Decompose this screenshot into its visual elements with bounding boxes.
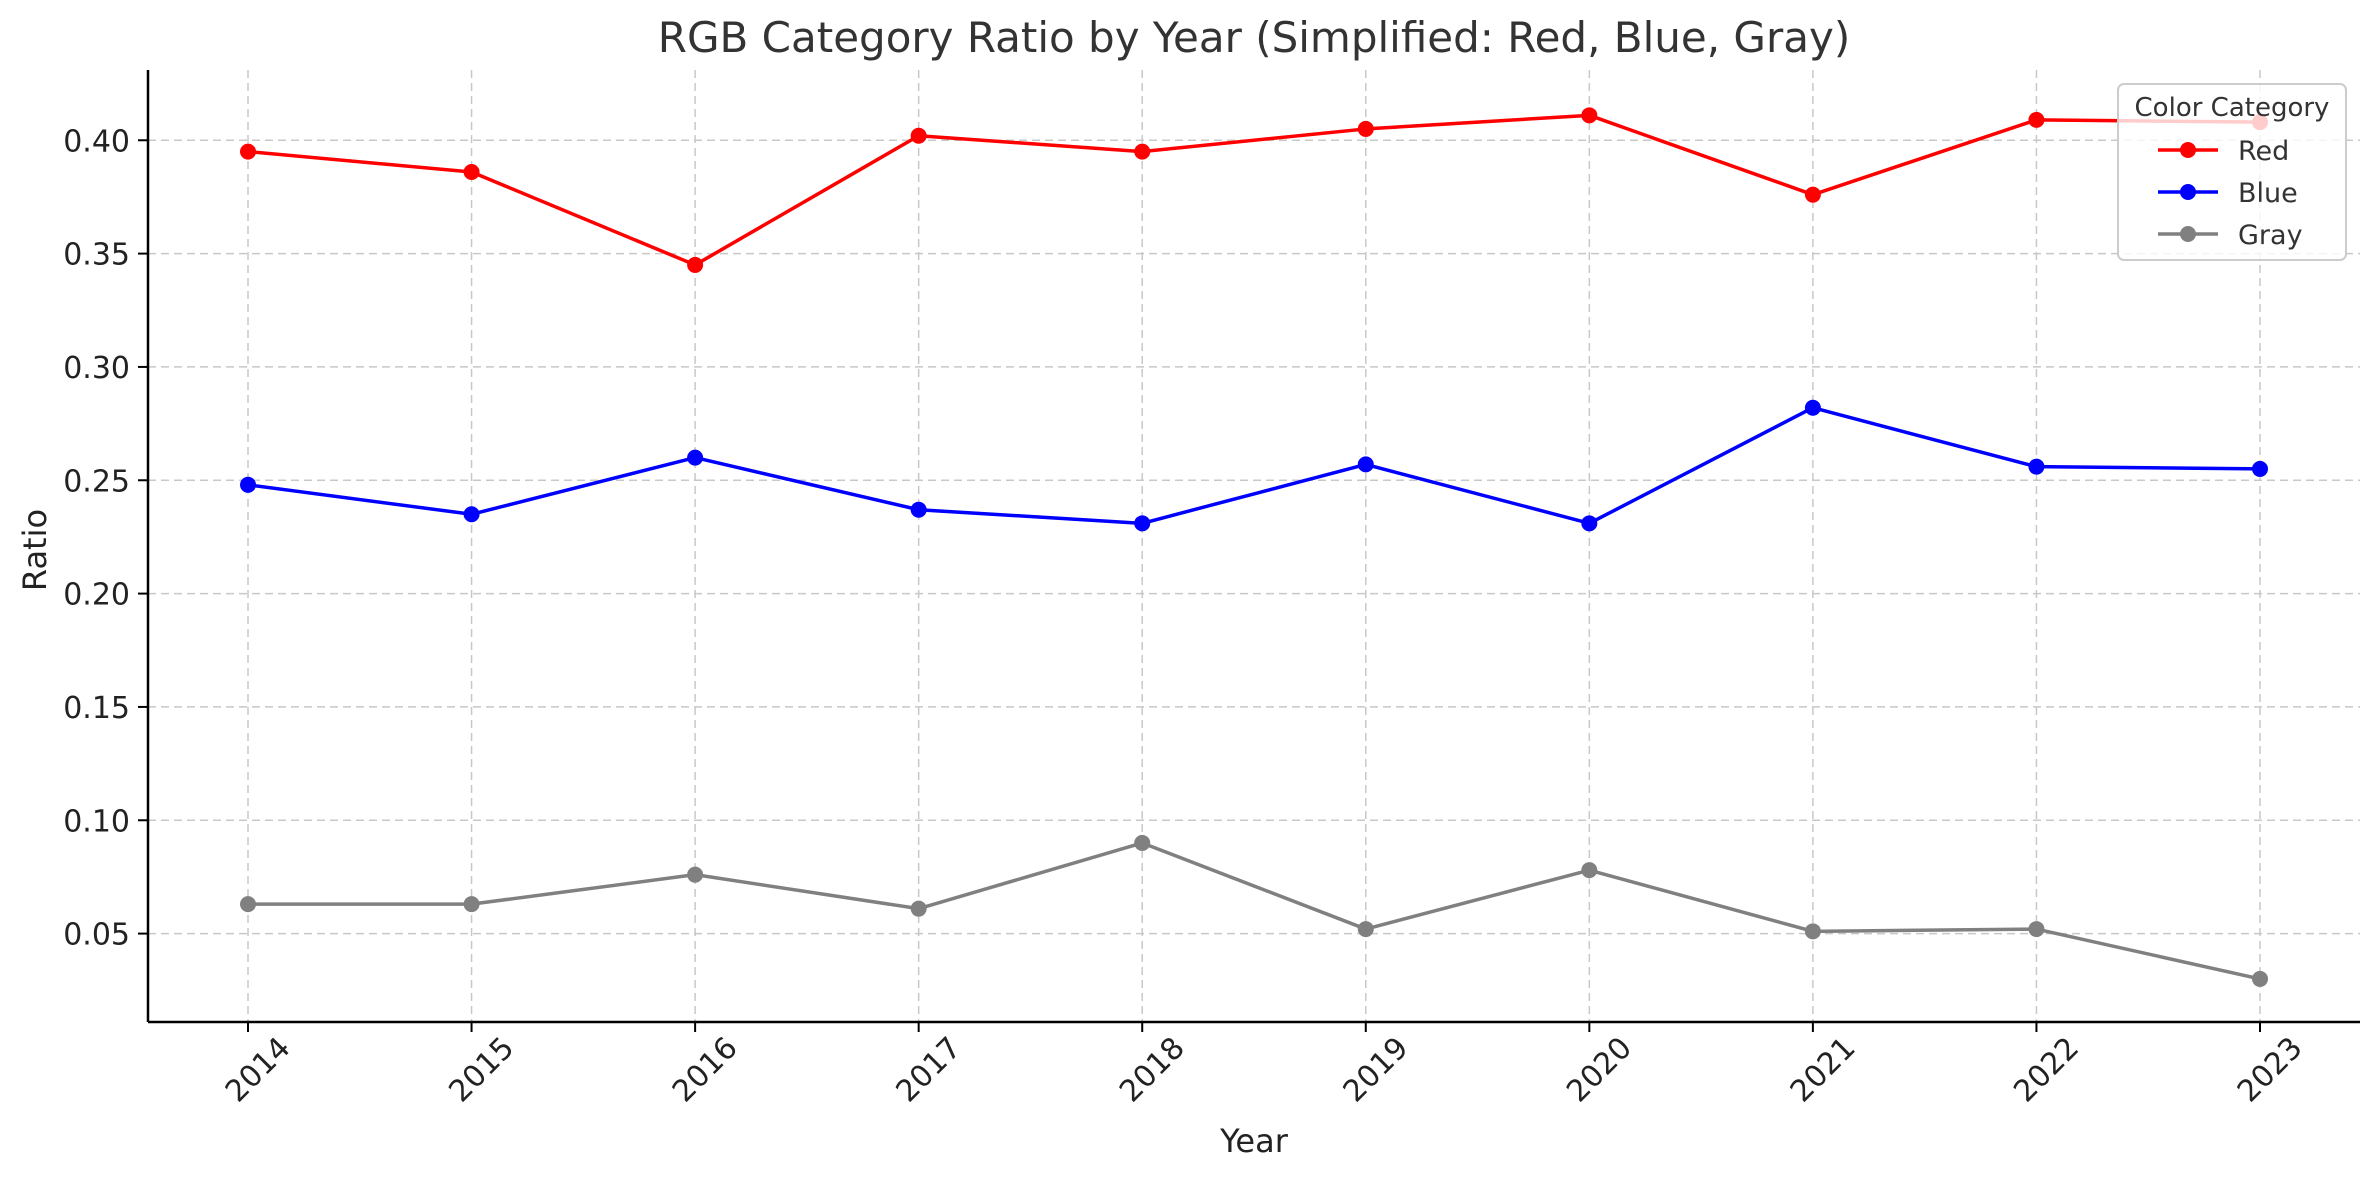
data-point (1134, 515, 1151, 532)
x-tick-label: 2020 (1560, 1031, 1639, 1110)
data-point (463, 506, 480, 523)
legend-item-gray: Gray (2158, 220, 2303, 251)
data-point (910, 127, 927, 144)
data-point (2252, 970, 2268, 987)
x-tick-label: 2017 (890, 1031, 969, 1110)
y-tick-label: 0.05 (63, 918, 130, 953)
data-point (2252, 460, 2268, 477)
series-blue (240, 399, 2268, 532)
x-tick-label: 2019 (1337, 1031, 1416, 1110)
x-tick-label: 2018 (1113, 1031, 1192, 1110)
y-axis-label: Ratio (16, 509, 54, 591)
x-tick-label: 2014 (219, 1031, 298, 1110)
legend-label: Blue (2238, 178, 2298, 209)
data-point (1581, 107, 1598, 124)
legend-swatch-marker (2180, 226, 2196, 242)
series-line (247, 405, 2261, 526)
series-line (247, 113, 2261, 267)
legend: Color Category Red Blue Gray (2117, 83, 2347, 261)
legend-title: Color Category (2135, 93, 2330, 123)
data-point (240, 476, 256, 493)
x-tick-label: 2015 (442, 1031, 521, 1110)
y-tick-label: 0.40 (63, 124, 130, 159)
legend-swatch-marker (2180, 184, 2196, 200)
data-point (1134, 143, 1151, 160)
data-point (1357, 120, 1374, 137)
y-tick-label: 0.15 (63, 691, 130, 726)
data-point (687, 866, 704, 883)
legend-swatch-marker (2180, 142, 2196, 158)
data-point (463, 164, 480, 180)
x-axis-label: Year (1219, 1122, 1289, 1160)
data-point (1804, 186, 1821, 203)
legend-box (2117, 83, 2347, 261)
data-point (2028, 111, 2045, 128)
chart-title: RGB Category Ratio by Year (Simplified: … (658, 13, 1850, 62)
data-point (463, 896, 480, 913)
data-point (1804, 399, 1821, 416)
legend-item-blue: Blue (2158, 178, 2298, 209)
data-point (2028, 458, 2045, 475)
legend-label: Red (2238, 136, 2289, 167)
data-point (1134, 834, 1151, 851)
data-point (687, 256, 704, 273)
data-point (687, 449, 704, 466)
series-line (248, 841, 2261, 981)
x-tick-label: 2021 (1784, 1031, 1863, 1110)
series-gray (240, 834, 2268, 987)
x-tick-label: 2016 (666, 1031, 745, 1110)
data-point (1357, 921, 1374, 938)
data-point (910, 501, 927, 518)
data-point (2028, 921, 2045, 938)
data-point (1581, 862, 1598, 879)
x-tick-label: 2022 (2007, 1031, 2086, 1110)
y-tick-label: 0.30 (63, 351, 130, 386)
axes: 2014 2015 2016 2017 2018 2019 2020 2021 2022 2023… (63, 70, 2360, 1109)
data-point (1804, 923, 1821, 940)
series-layer (240, 107, 2268, 987)
data-point (1357, 456, 1374, 473)
y-tick-label: 0.20 (63, 578, 130, 613)
y-tick-label: 0.10 (63, 804, 130, 839)
legend-item-red: Red (2158, 136, 2289, 167)
y-tick-label: 0.25 (63, 464, 130, 499)
grid (148, 70, 2360, 1022)
y-tick-label: 0.35 (63, 238, 130, 273)
legend-label: Gray (2238, 220, 2303, 251)
data-point (240, 896, 256, 913)
data-point (240, 143, 256, 160)
series-red (240, 107, 2268, 273)
data-point (1581, 515, 1598, 532)
x-tick-label: 2023 (2231, 1031, 2310, 1110)
data-point (910, 900, 927, 917)
